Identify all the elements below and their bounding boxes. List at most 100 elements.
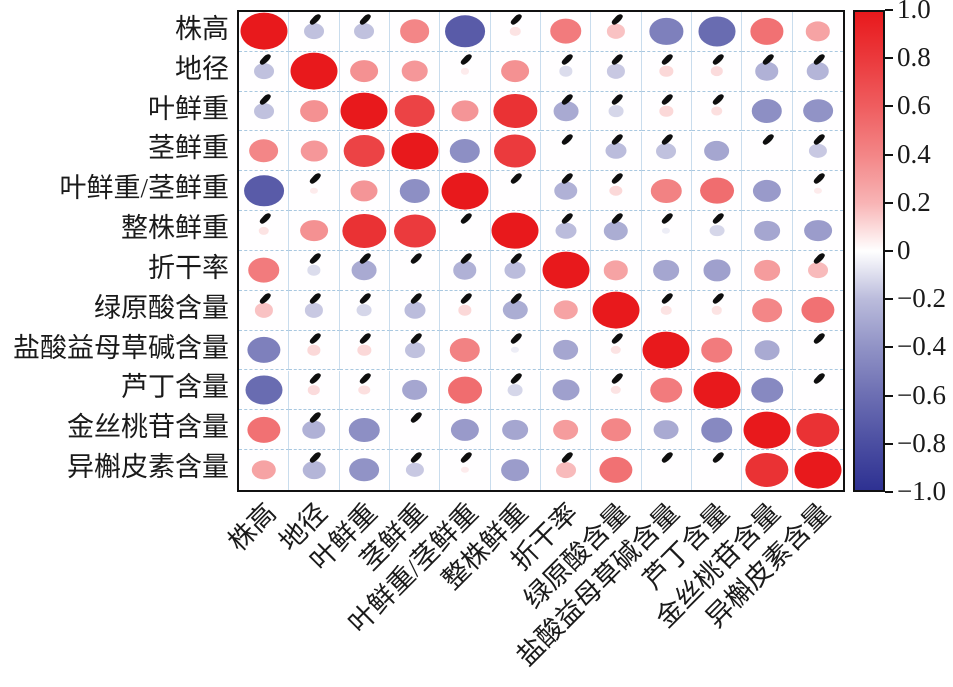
correlation-circle xyxy=(651,178,682,203)
correlation-circle xyxy=(441,172,489,210)
correlation-circle xyxy=(703,140,730,162)
matrix-cell-7-0 xyxy=(239,290,290,331)
correlation-circle xyxy=(552,339,579,361)
correlation-circle xyxy=(445,15,485,48)
colorbar-tick-label: 1.0 xyxy=(897,0,931,24)
correlation-circle xyxy=(501,459,530,481)
matrix-cell-7-3 xyxy=(390,290,441,331)
correlation-circle xyxy=(745,453,789,488)
correlation-circle xyxy=(599,456,633,484)
correlation-circle xyxy=(340,92,388,130)
correlation-circle xyxy=(700,337,733,363)
correlation-circle xyxy=(460,68,470,75)
matrix-cell-2-9 xyxy=(692,91,743,132)
y-axis-label: 异槲皮素含量 xyxy=(67,452,229,483)
matrix-cell-5-8 xyxy=(641,211,692,251)
correlation-circle xyxy=(302,420,326,439)
correlation-circle xyxy=(401,379,428,401)
matrix-cell-11-3 xyxy=(390,450,441,490)
y-axis-label: 叶鲜重 xyxy=(148,93,229,124)
matrix-cell-2-3 xyxy=(390,91,441,132)
matrix-cell-9-2 xyxy=(339,370,390,411)
nonsignificance-mark-icon xyxy=(711,211,725,226)
matrix-cell-8-5 xyxy=(490,330,541,371)
correlation-circle xyxy=(404,301,426,319)
correlation-circle xyxy=(449,138,481,163)
matrix-cell-5-3 xyxy=(390,211,441,251)
matrix-cell-7-11 xyxy=(792,291,843,331)
correlation-circle xyxy=(247,416,281,443)
matrix-cell-3-7 xyxy=(591,131,642,172)
correlation-circle xyxy=(253,103,274,119)
matrix-cell-0-5 xyxy=(490,12,541,52)
nonsignificance-mark-icon xyxy=(359,291,373,306)
correlation-circle xyxy=(555,462,576,478)
matrix-cell-9-4 xyxy=(440,370,491,411)
correlation-circle xyxy=(451,100,479,122)
correlation-circle xyxy=(754,260,780,281)
matrix-cell-4-7 xyxy=(591,171,642,212)
colorbar-tick-label: 0.6 xyxy=(897,90,931,121)
correlation-circle xyxy=(391,132,439,170)
matrix-cell-10-7 xyxy=(591,410,642,451)
matrix-cell-7-6 xyxy=(541,290,592,331)
correlation-circle xyxy=(460,466,470,474)
matrix-cell-5-11 xyxy=(792,211,843,251)
matrix-cell-8-11 xyxy=(792,331,843,371)
matrix-cell-6-11 xyxy=(792,251,843,291)
correlation-circle xyxy=(552,419,579,440)
matrix-cell-3-1 xyxy=(289,131,340,172)
correlation-circle xyxy=(449,338,481,363)
matrix-cell-11-7 xyxy=(591,450,642,490)
nonsignificance-mark-icon xyxy=(661,450,675,465)
matrix-cell-3-3 xyxy=(390,131,441,172)
correlation-circle xyxy=(393,214,436,248)
correlation-circle xyxy=(808,143,827,159)
matrix-cell-4-8 xyxy=(641,171,692,212)
correlation-circle xyxy=(453,261,477,280)
matrix-cell-3-11 xyxy=(792,132,843,172)
correlation-circle xyxy=(661,306,672,315)
correlation-circle xyxy=(710,66,723,77)
nonsignificance-mark-icon xyxy=(812,331,826,345)
matrix-cell-6-3 xyxy=(390,251,441,291)
matrix-cell-10-2 xyxy=(339,410,390,451)
colorbar-gradient xyxy=(855,12,883,490)
matrix-cell-6-8 xyxy=(641,251,692,291)
correlation-circle xyxy=(302,461,326,479)
nonsignificance-mark-icon xyxy=(510,331,524,345)
colorbar xyxy=(853,10,885,492)
y-axis-label: 地径 xyxy=(175,53,229,84)
y-axis-label: 整株鲜重 xyxy=(121,213,229,244)
matrix-cell-0-11 xyxy=(792,12,843,52)
correlation-circle xyxy=(807,262,828,279)
nonsignificance-mark-icon xyxy=(308,251,322,266)
correlation-circle xyxy=(605,142,627,160)
matrix-cell-5-5 xyxy=(490,211,541,251)
nonsignificance-mark-icon xyxy=(711,92,725,106)
nonsignificance-mark-icon xyxy=(359,371,373,385)
matrix-cell-4-6 xyxy=(541,171,592,212)
correlation-circle xyxy=(290,52,338,90)
matrix-cell-8-1 xyxy=(289,330,340,371)
nonsignificance-mark-icon xyxy=(711,450,725,465)
matrix-cell-9-8 xyxy=(641,370,692,411)
y-axis-label: 绿原酸含量 xyxy=(94,292,229,323)
matrix-cell-5-4 xyxy=(440,211,491,251)
correlation-circle xyxy=(502,419,529,440)
correlation-circle xyxy=(304,303,324,318)
correlation-circle xyxy=(394,95,436,128)
nonsignificance-mark-icon xyxy=(510,371,524,385)
matrix-cell-11-5 xyxy=(491,450,541,490)
correlation-circle xyxy=(350,60,379,83)
correlation-circle xyxy=(700,417,733,443)
plot-area xyxy=(237,10,845,492)
y-axis-label: 金丝桃苷含量 xyxy=(67,412,229,443)
matrix-cell-2-4 xyxy=(440,91,491,132)
matrix-cell-2-7 xyxy=(591,91,642,132)
correlation-circle xyxy=(813,187,822,194)
correlation-circle xyxy=(542,251,590,289)
matrix-cell-6-1 xyxy=(289,251,340,291)
correlation-circle xyxy=(491,212,539,249)
